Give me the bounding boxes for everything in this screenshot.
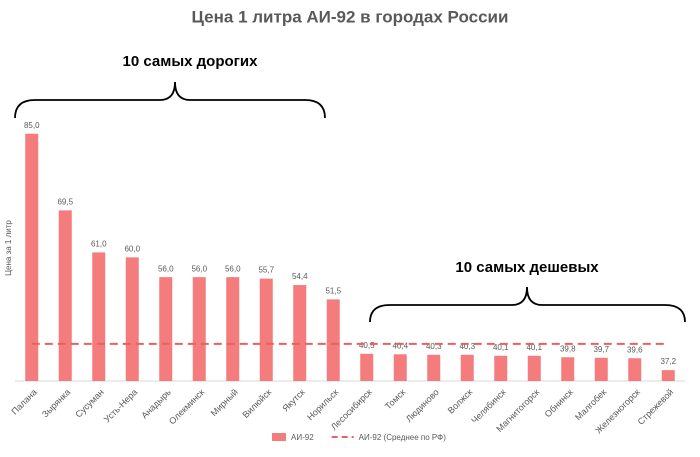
data-label: 40,3: [426, 342, 442, 351]
annotation: 10 самых дорогих: [123, 53, 259, 70]
data-label: 40,1: [526, 343, 542, 352]
bar: [594, 357, 608, 381]
data-label: 37,2: [660, 357, 676, 366]
data-label: 56,0: [158, 264, 174, 273]
data-label: 61,0: [91, 240, 107, 249]
x-tick-label: Малгобек: [573, 387, 608, 422]
data-label: 39,6: [627, 345, 643, 354]
bar: [628, 358, 642, 381]
bar: [427, 354, 441, 381]
x-tick-label: Томск: [383, 387, 407, 411]
x-tick-label: Мирный: [209, 387, 240, 418]
data-label: 40,3: [459, 342, 475, 351]
data-label: 69,5: [57, 197, 73, 206]
data-label: 55,7: [258, 266, 274, 275]
bar: [259, 278, 273, 381]
brace: [14, 81, 326, 119]
bar: [494, 355, 508, 381]
data-label: 40,5: [359, 341, 375, 350]
x-tick-label: Якутск: [280, 387, 307, 414]
bar: [661, 370, 675, 381]
data-label: 56,0: [225, 264, 241, 273]
bar: [360, 353, 374, 381]
bar: [125, 257, 139, 381]
bar: [326, 299, 340, 381]
chart-title: Цена 1 литра АИ-92 в городах России: [192, 7, 509, 26]
x-tick-label: Анадырь: [139, 387, 173, 421]
x-tick-label: Обнинск: [543, 387, 575, 419]
x-tick-label: Олекминск: [167, 387, 206, 426]
x-tick-label: Сусуман: [73, 387, 106, 420]
bar: [460, 354, 474, 381]
x-tick-label: Волжск: [446, 387, 475, 416]
legend-label: АИ-92: [291, 433, 314, 442]
bar: [159, 277, 173, 381]
data-label: 56,0: [191, 264, 207, 273]
legend-label: АИ-92 (Среднее по РФ): [359, 433, 447, 442]
bar: [58, 210, 72, 381]
annotation: 10 самых дешевых: [455, 259, 599, 276]
x-tick-label: Палана: [9, 387, 38, 416]
data-label: 40,4: [392, 341, 408, 350]
bar: [527, 355, 541, 381]
data-label: 60,0: [124, 244, 140, 253]
data-label: 85,0: [24, 121, 40, 130]
x-tick-label: Зырянка: [40, 387, 72, 419]
bar: [293, 285, 307, 381]
legend-swatch: [272, 433, 286, 441]
x-tick-label: Норильск: [305, 387, 340, 422]
bar: [25, 133, 39, 381]
bar: [226, 277, 240, 381]
bar: [561, 357, 575, 381]
x-tick-label: Вилюйск: [240, 387, 273, 420]
data-label: 39,7: [593, 345, 609, 354]
y-axis-label: Цена за 1 литр: [4, 220, 13, 276]
x-tick-label: Усть-Нера: [102, 387, 139, 424]
bar: [393, 354, 407, 381]
data-label: 51,5: [325, 287, 341, 296]
data-label: 40,1: [493, 343, 509, 352]
data-label: 54,4: [292, 272, 308, 281]
brace: [369, 286, 686, 323]
x-tick-label: Людиново: [404, 387, 441, 424]
bar: [92, 252, 106, 381]
x-tick-label: Стрежевой: [636, 387, 676, 427]
data-label: 39,8: [560, 344, 576, 353]
bar: [192, 277, 206, 381]
